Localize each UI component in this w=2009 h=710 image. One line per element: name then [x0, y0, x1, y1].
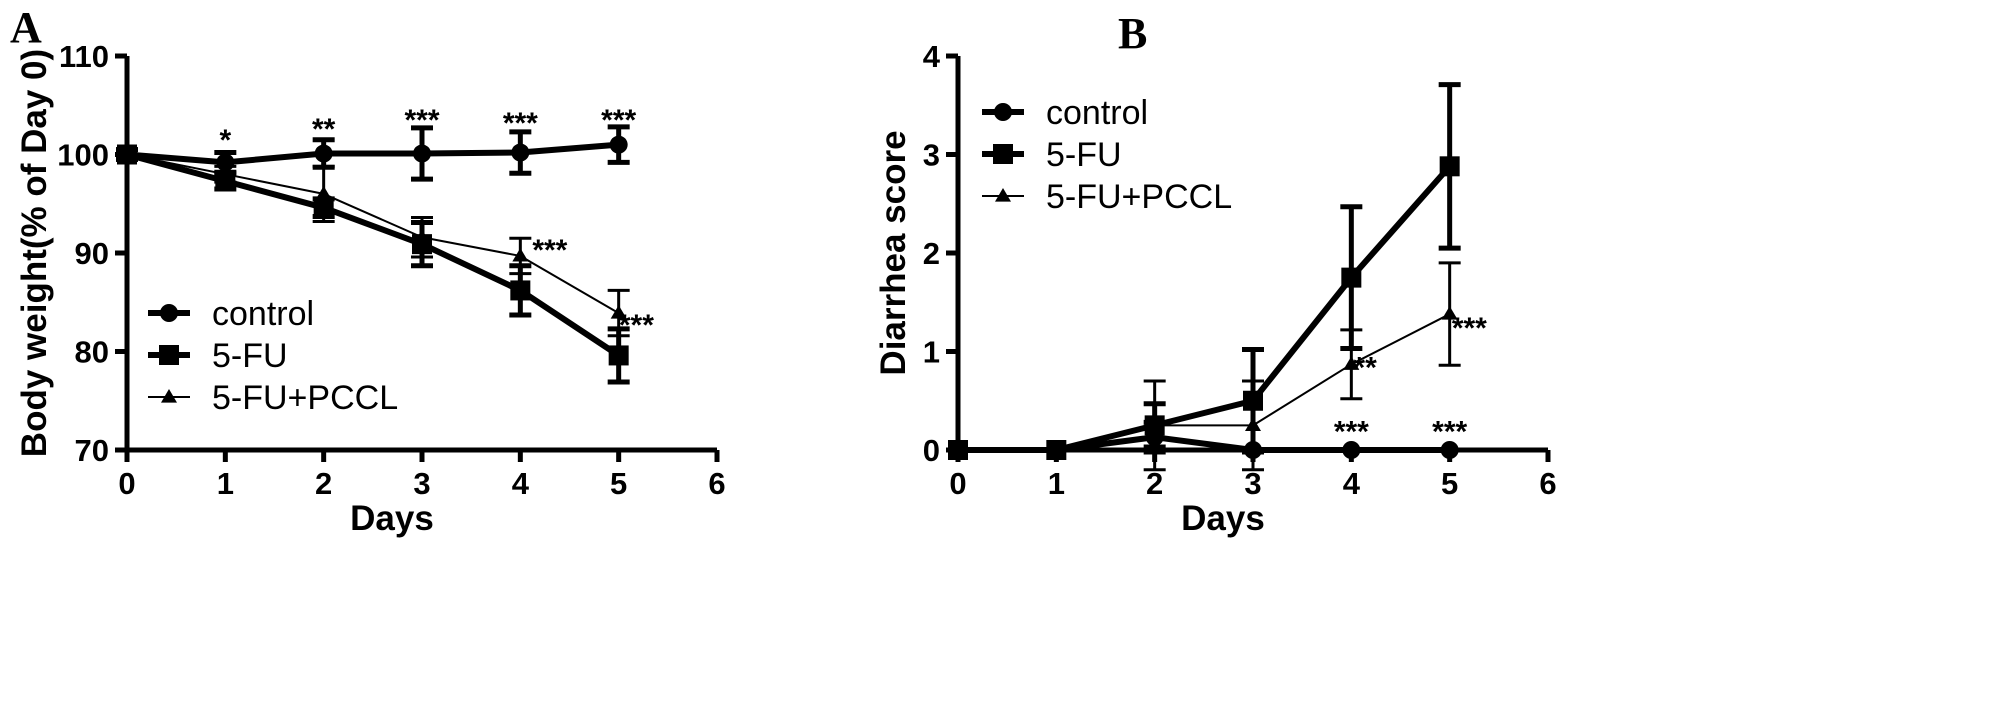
x-tick-label: 5 — [1441, 466, 1458, 501]
panel-b-letter: B — [1118, 9, 1147, 58]
significance-annotation: ** — [312, 113, 336, 146]
series-5-fu-pccl — [950, 261, 1461, 472]
legend-marker — [160, 304, 178, 322]
significance-annotation: *** — [532, 234, 567, 267]
significance-annotation: *** — [1432, 415, 1467, 448]
legend-marker — [161, 389, 177, 403]
legend-label: 5-FU+PCCL — [1046, 178, 1232, 216]
legend-label: control — [1046, 94, 1148, 132]
significance-annotation: *** — [503, 107, 538, 140]
legend-label: 5-FU — [212, 337, 288, 375]
x-tick-label: 2 — [1146, 466, 1163, 501]
data-point — [610, 305, 627, 319]
data-point — [1342, 441, 1361, 459]
data-point — [608, 345, 629, 366]
significance-annotation: *** — [1334, 415, 1369, 448]
data-point — [1441, 306, 1458, 320]
x-tick-label: 6 — [1539, 466, 1556, 501]
data-point — [1439, 156, 1460, 177]
data-point — [1245, 417, 1261, 431]
significance-annotation: *** — [1452, 312, 1487, 345]
legend-marker — [994, 103, 1012, 121]
x-tick-label: 3 — [413, 466, 430, 501]
y-axis-label: Body weight(% of Day 0) — [15, 49, 54, 457]
legend-marker — [159, 345, 179, 365]
x-tick-label: 5 — [610, 466, 627, 501]
data-point — [217, 166, 234, 180]
data-point — [314, 144, 333, 163]
significance-annotation: *** — [404, 104, 439, 137]
y-tick-label: 4 — [923, 39, 941, 74]
x-tick-label: 4 — [1343, 466, 1361, 501]
chart-panel-a: 0 1 2 3 4 5 6 70 80 90 100 110 Days Body weight(% of … — [15, 39, 726, 538]
y-axis-label: Diarrhea score — [874, 130, 913, 375]
significance-annotation: *** — [619, 309, 654, 342]
y-tick-label: 80 — [75, 335, 109, 370]
data-point — [119, 146, 135, 161]
series-5-fu-pccl — [116, 146, 630, 338]
x-tick-label: 1 — [1048, 466, 1065, 501]
data-point — [1146, 417, 1163, 431]
data-point — [510, 280, 531, 301]
legend-label: 5-FU+PCCL — [212, 379, 398, 417]
series-5-fu — [948, 82, 1461, 460]
significance-annotation: ** — [1353, 351, 1377, 384]
y-tick-label: 110 — [59, 39, 109, 74]
y-tick-label: 90 — [75, 236, 109, 271]
x-axis-label: Days — [1181, 499, 1265, 538]
legend: control 5-FU 5-FU+PCCL — [148, 295, 398, 417]
legend: control 5-FU 5-FU+PCCL — [982, 94, 1232, 216]
data-point — [950, 442, 966, 456]
legend-label: control — [212, 295, 314, 333]
series-control — [949, 419, 1459, 459]
data-point — [511, 143, 530, 162]
data-point — [413, 144, 431, 163]
y-tick-label: 100 — [57, 138, 109, 173]
y-tick-label: 70 — [75, 433, 109, 468]
data-point — [1440, 441, 1459, 459]
panel-a-letter: A — [10, 3, 42, 52]
significance-annotation: *** — [601, 104, 636, 137]
significance-annotation: * — [219, 124, 231, 157]
x-tick-label: 2 — [315, 466, 332, 501]
series-line — [958, 313, 1451, 451]
legend-label: 5-FU — [1046, 136, 1122, 174]
y-tick-label: 1 — [923, 335, 940, 370]
legend-marker — [993, 144, 1013, 164]
legend-marker — [995, 188, 1011, 202]
chart-panel-b: 0 1 2 3 4 5 6 0 1 2 3 4 Days Diarrhea score control 5-F… — [874, 39, 1557, 538]
data-point — [414, 229, 430, 243]
y-tick-label: 0 — [923, 433, 940, 468]
y-tick-label: 2 — [923, 236, 940, 271]
data-point — [609, 135, 628, 154]
data-point — [1343, 356, 1360, 370]
data-point — [1341, 267, 1362, 288]
x-tick-label: 0 — [118, 466, 135, 501]
x-axis-label: Days — [350, 499, 434, 538]
x-tick-label: 0 — [949, 466, 966, 501]
data-point — [1048, 442, 1065, 456]
y-tick-label: 3 — [923, 138, 940, 173]
series-line — [126, 141, 619, 166]
series-line — [126, 153, 620, 314]
x-tick-label: 3 — [1244, 466, 1261, 501]
data-point — [315, 185, 332, 200]
x-tick-label: 1 — [217, 466, 234, 501]
x-tick-label: 6 — [708, 466, 725, 501]
data-point — [512, 247, 529, 262]
series-line — [126, 151, 621, 358]
x-tick-label: 4 — [512, 466, 530, 501]
